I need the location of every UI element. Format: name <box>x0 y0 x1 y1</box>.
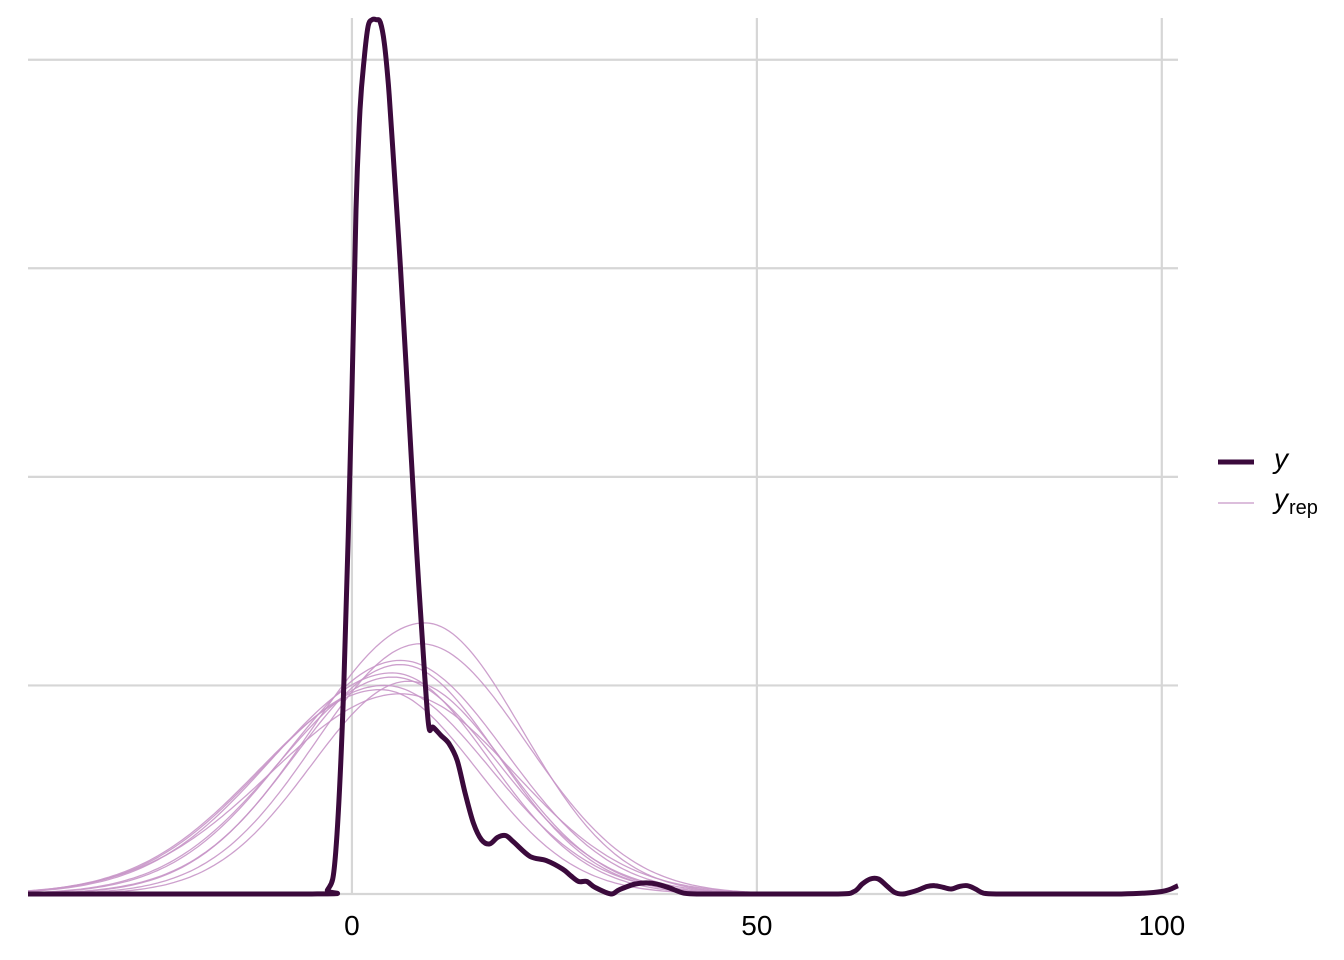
legend-label-yrep: y <box>1272 483 1290 514</box>
x-tick-label: 50 <box>741 910 772 941</box>
x-axis-ticks: 0 50 100 <box>344 910 1185 941</box>
legend-label-yrep-subscript: rep <box>1289 497 1318 519</box>
x-tick-label: 0 <box>344 910 360 941</box>
yrep-density-line <box>27 659 838 895</box>
yrep-density-line <box>27 693 838 895</box>
yrep-density-line <box>27 622 838 895</box>
legend-label-y: y <box>1272 443 1290 474</box>
yrep-series-group <box>27 622 838 895</box>
yrep-density-line <box>27 663 838 895</box>
y-density-line <box>28 16 1179 897</box>
x-tick-label: 100 <box>1138 910 1185 941</box>
legend: y y rep <box>1218 443 1318 519</box>
y-series-group <box>28 16 1179 897</box>
yrep-density-line <box>27 643 838 895</box>
gridlines <box>28 18 1178 896</box>
